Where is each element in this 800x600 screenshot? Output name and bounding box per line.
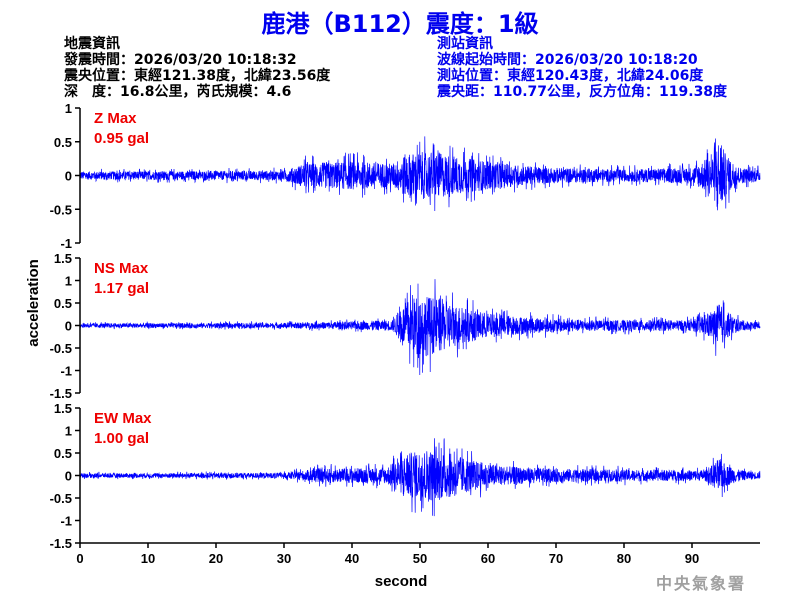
y-tick-label: 1 bbox=[65, 274, 72, 289]
max-label: Z Max bbox=[94, 110, 137, 127]
max-label: EW Max bbox=[94, 410, 152, 427]
y-tick-label: 0 bbox=[65, 469, 72, 484]
panel-z: 1 0.5 0 -0.5 -1 Z Max 0.95 gal bbox=[50, 101, 761, 251]
x-tick-label: 80 bbox=[617, 551, 631, 566]
y-tick-label: -0.5 bbox=[50, 202, 72, 217]
y-tick-label: 1 bbox=[65, 101, 72, 116]
waveform-trace bbox=[79, 136, 761, 211]
y-tick-label: -1.5 bbox=[50, 386, 72, 401]
y-tick-label: -1 bbox=[60, 236, 72, 251]
depth-magnitude: 深 度：16.8公里，芮氏規模：4.6 bbox=[64, 84, 292, 100]
y-tick-label: 0.5 bbox=[54, 446, 72, 461]
epicenter: 震央位置：東經121.38度，北緯23.56度 bbox=[64, 68, 331, 84]
x-tick-label: 60 bbox=[481, 551, 495, 566]
y-tick-label: -0.5 bbox=[50, 491, 72, 506]
station-info-heading: 測站資訊 bbox=[437, 36, 493, 52]
y-tick-label: -0.5 bbox=[50, 341, 72, 356]
waveform-trace bbox=[79, 438, 761, 517]
x-tick-label: 40 bbox=[345, 551, 359, 566]
max-label: NS Max bbox=[94, 260, 149, 277]
max-value: 1.17 gal bbox=[94, 280, 149, 297]
y-tick-label: 1.5 bbox=[54, 401, 72, 416]
station-location: 測站位置：東經120.43度，北緯24.06度 bbox=[437, 68, 704, 84]
origin-time: 發震時間：2026/03/20 10:18:32 bbox=[64, 52, 297, 68]
chart-title: 鹿港（B112）震度：1級 bbox=[261, 10, 539, 38]
y-tick-label: -1 bbox=[60, 514, 72, 529]
y-tick-label: 0.5 bbox=[54, 135, 72, 150]
x-tick-label: 0 bbox=[76, 551, 83, 566]
y-tick-label: 1 bbox=[65, 424, 72, 439]
waveform-trace bbox=[79, 279, 761, 376]
x-tick-label: 50 bbox=[413, 551, 427, 566]
panel-ew: 1.5 1 0.5 0 -0.5 -1 -1.5 EW Max 1.00 gal bbox=[50, 401, 761, 551]
quake-info: 地震資訊 發震時間：2026/03/20 10:18:32 震央位置：東經121… bbox=[64, 36, 330, 100]
distance-azimuth: 震央距：110.77公里，反方位角：119.38度 bbox=[437, 84, 728, 100]
y-tick-label: 0 bbox=[65, 169, 72, 184]
y-tick-label: -1.5 bbox=[50, 536, 72, 551]
x-tick-label: 20 bbox=[209, 551, 223, 566]
y-tick-label: 1.5 bbox=[54, 251, 72, 266]
x-tick-label: 30 bbox=[277, 551, 291, 566]
y-tick-label: -1 bbox=[60, 364, 72, 379]
x-tick-label: 90 bbox=[685, 551, 699, 566]
max-value: 1.00 gal bbox=[94, 430, 149, 447]
panel-ns: 1.5 1 0.5 0 -0.5 -1 -1.5 NS Max 1.17 gal bbox=[50, 251, 761, 401]
x-axis-label: second bbox=[375, 573, 428, 590]
quake-info-heading: 地震資訊 bbox=[64, 36, 120, 52]
y-tick-label: 0 bbox=[65, 319, 72, 334]
max-value: 0.95 gal bbox=[94, 130, 149, 147]
y-axis-label: acceleration bbox=[25, 259, 42, 347]
x-tick-label: 10 bbox=[141, 551, 155, 566]
station-info: 測站資訊 波線起始時間：2026/03/20 10:18:20 測站位置：東經1… bbox=[437, 36, 727, 100]
y-tick-label: 0.5 bbox=[54, 296, 72, 311]
watermark: 中央氣象署 bbox=[656, 574, 747, 593]
x-tick-label: 70 bbox=[549, 551, 563, 566]
wave-start-time: 波線起始時間：2026/03/20 10:18:20 bbox=[437, 52, 698, 68]
